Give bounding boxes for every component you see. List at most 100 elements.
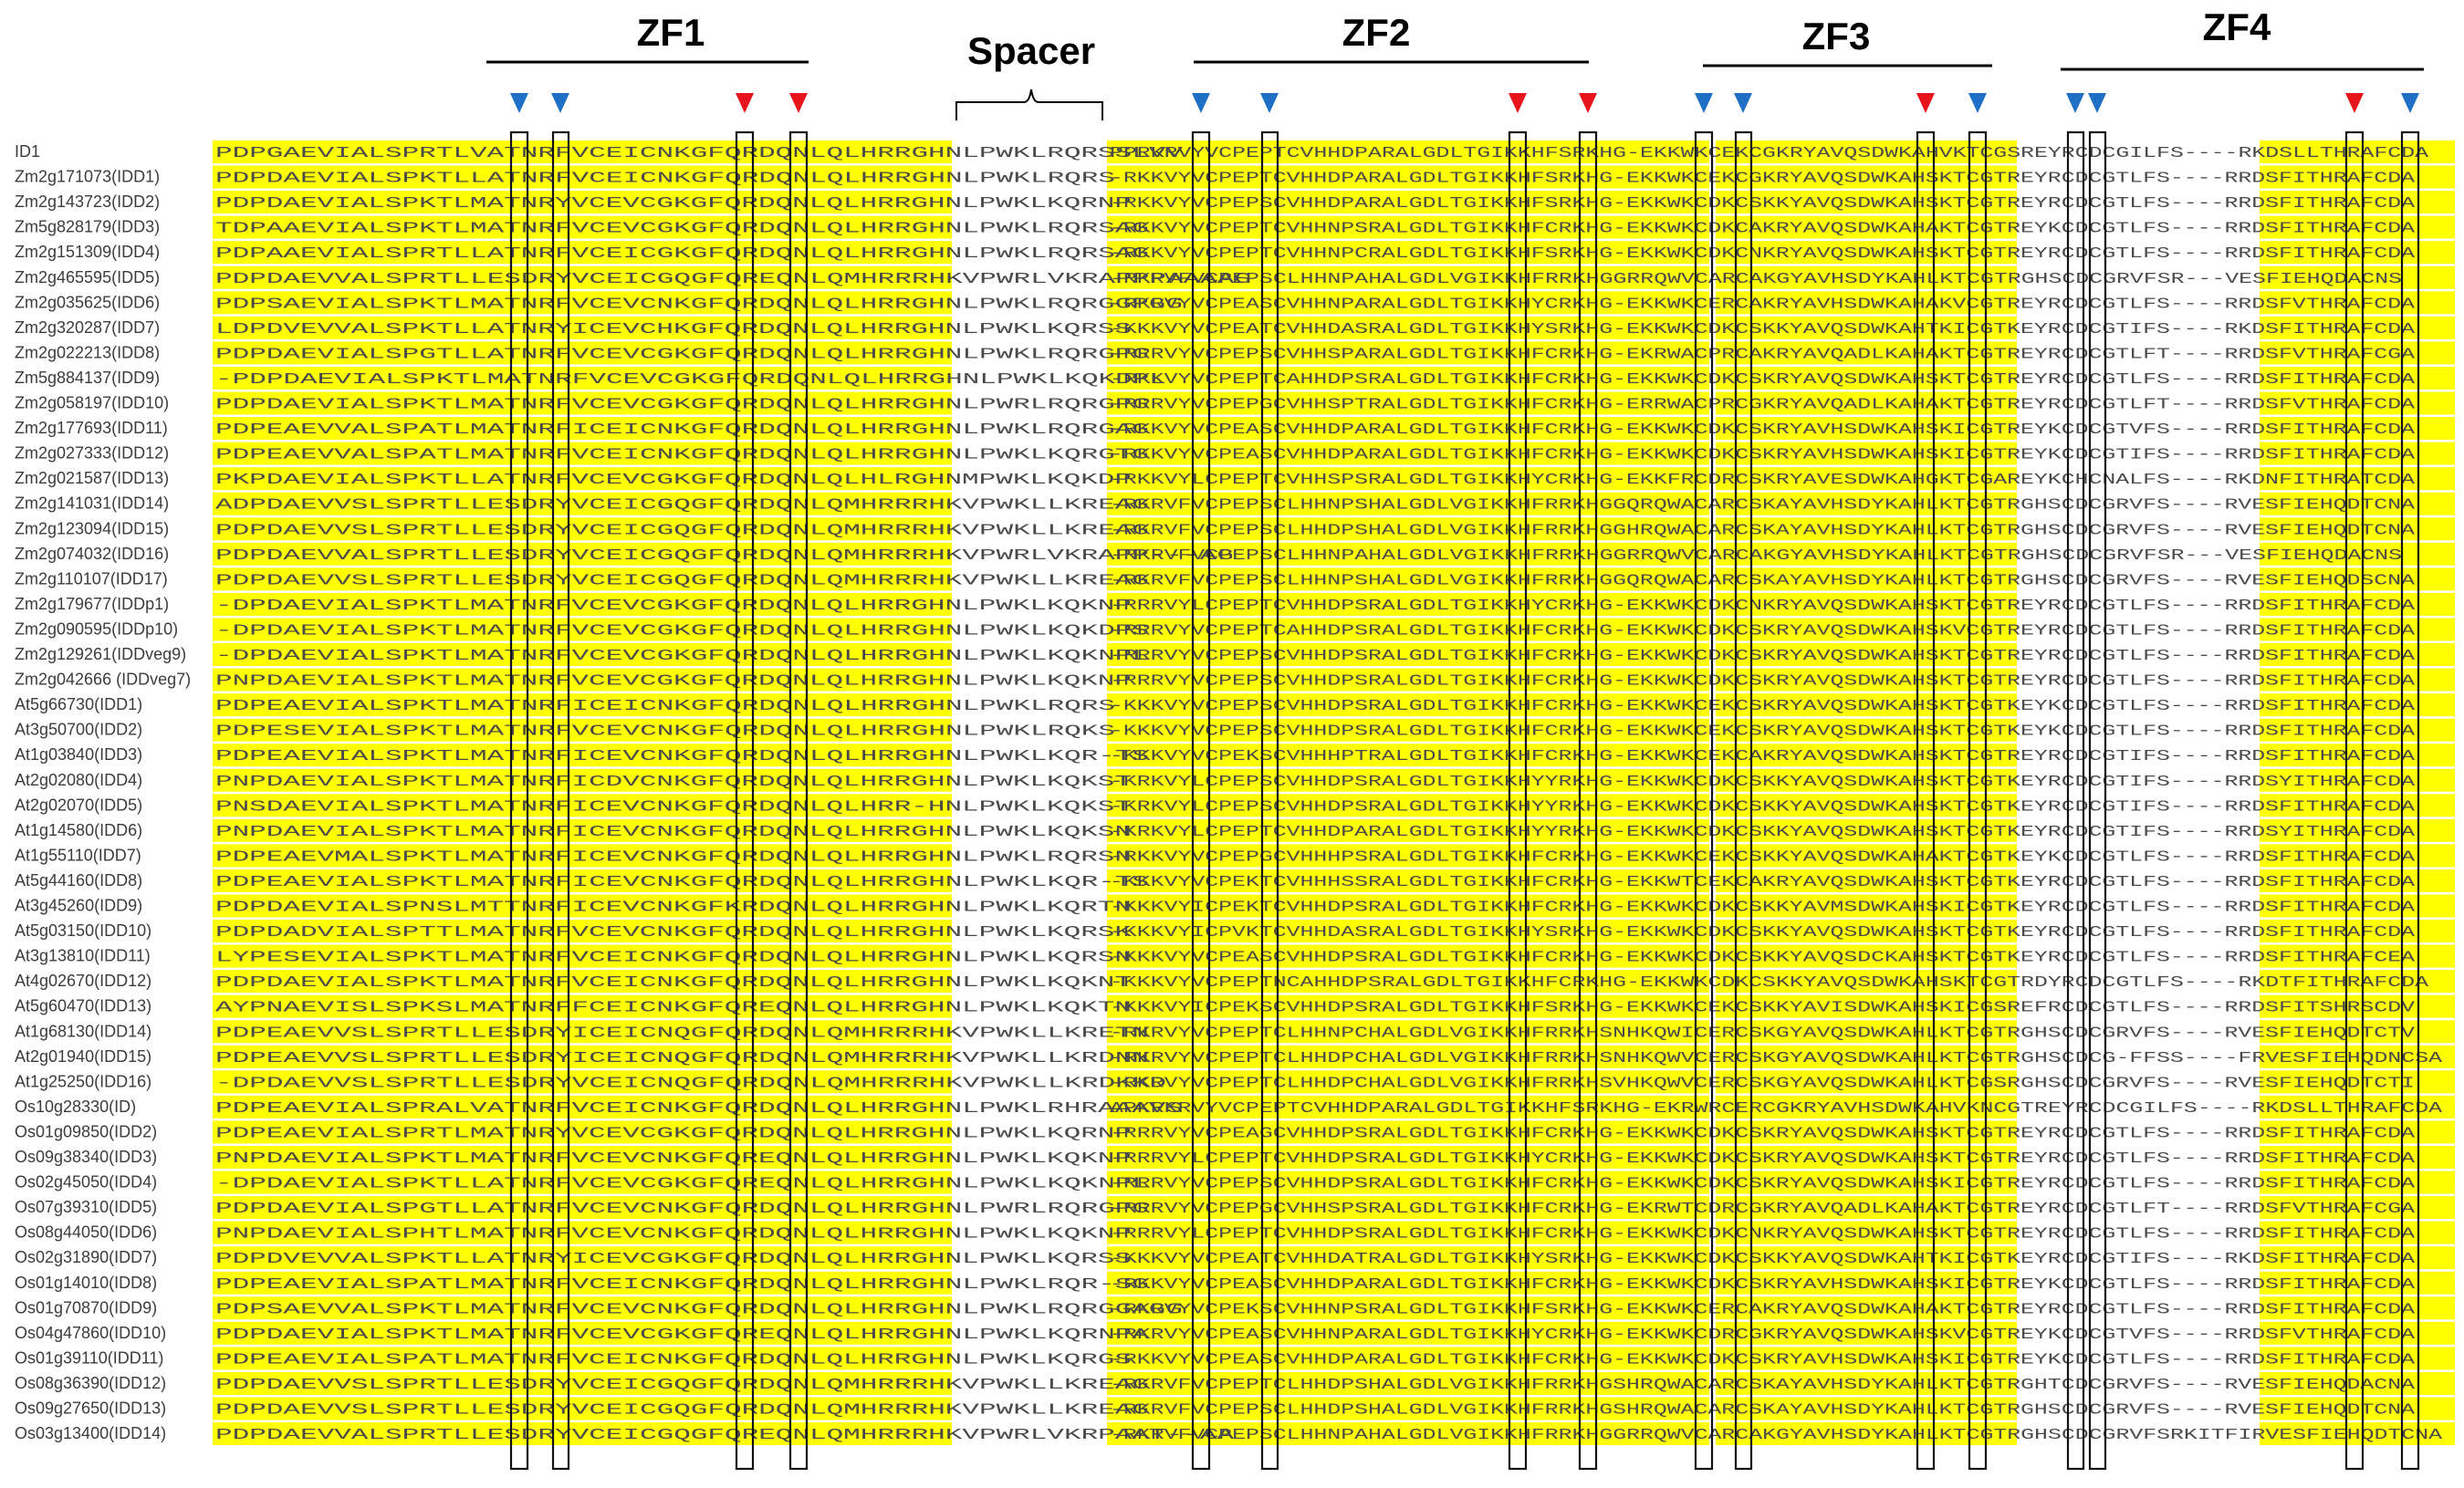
highlight-block bbox=[1107, 1422, 1709, 1446]
sequence-segment-2: -KRKVYLCPEPTCVHHDPARALGDLTGIKKHYYRKHG-EK… bbox=[1110, 824, 2416, 841]
sequence-segment-1: PDPEAEVVALSPATLMATNRFVCEICNKGFQRDQNLQLHR… bbox=[215, 447, 1149, 464]
sequence-id: Os08g36390(IDD12) bbox=[15, 1374, 166, 1392]
highlight-block bbox=[1716, 265, 2017, 289]
highlight-block bbox=[1107, 1070, 1709, 1094]
highlight-block bbox=[1107, 668, 1709, 692]
sequence-segment-2: -RRRVYVCPEPSCVHHDPSRALGDLTGIKKHFCRKHG-EK… bbox=[1110, 1176, 2416, 1193]
highlight-block bbox=[213, 944, 952, 968]
sequence-segment-1: PKPDAEVIALSPKTLLATNRFVCEVCGKGFQRDQNLQLHL… bbox=[215, 472, 1132, 489]
sequence-segment-1: PDPEAEVIALSPATLMATNRFVCEICNKGFQRDQNLQLHR… bbox=[215, 1276, 1149, 1294]
highlight-block bbox=[1107, 567, 1709, 591]
sequence-id: Os01g70870(IDD9) bbox=[15, 1298, 157, 1316]
highlight-block bbox=[2260, 869, 2455, 892]
highlight-block bbox=[213, 1095, 952, 1119]
sequence-segment-2: -RKRVYVCPEASCVHHNPARALGDLTGIKKHYCRKHG-EK… bbox=[1110, 296, 2416, 313]
highlight-block bbox=[1107, 1397, 1709, 1420]
sequence-id: Zm2g171073(IDD1) bbox=[15, 168, 160, 186]
sequence-segment-1: PDPDAEVVALSPRTLLESDRYVCEICGQGFQREQNLQMHR… bbox=[215, 271, 1251, 288]
highlight-block bbox=[2260, 316, 2455, 339]
highlight-block bbox=[1107, 768, 1709, 792]
highlight-block bbox=[1107, 291, 1709, 315]
highlight-block bbox=[213, 668, 952, 692]
highlight-block bbox=[213, 391, 952, 415]
highlight-block bbox=[213, 265, 952, 289]
sequence-id: Zm2g151309(IDD4) bbox=[15, 243, 160, 261]
highlight-block bbox=[1716, 316, 2017, 339]
highlight-block bbox=[1107, 1221, 1709, 1244]
highlight-block bbox=[1716, 492, 2017, 515]
sequence-segment-2: -RRRVYVCPEPGCVHHSPSRALGDLTGIKKHFCRKHG-EK… bbox=[1110, 1201, 2416, 1218]
sequence-id: Os09g27650(IDD13) bbox=[15, 1400, 166, 1418]
sequence-id: At1g55110(IDD7) bbox=[15, 846, 141, 864]
region-headers: ZF1 ZF2 ZF3 ZF4 Spacer bbox=[486, 5, 2424, 120]
box-zf3-c2 bbox=[1734, 130, 1753, 1471]
highlight-block bbox=[1716, 241, 2017, 265]
sequence-id: Os10g28330(ID) bbox=[15, 1098, 136, 1116]
highlight-block bbox=[213, 517, 952, 541]
sequence-segment-1: -DPDAEVIALSPKTLMATNRFVCEVCGKGFQRDQNLQLHR… bbox=[215, 622, 1149, 640]
sequence-segment-2: -KKKVYVCPEKTCVHHHSSRALGDLTGIKKHFCRKHG-EK… bbox=[1110, 874, 2416, 891]
highlight-block bbox=[213, 191, 952, 214]
sequence-segment-1: -DPDAEVVSLSPRTLLESDRYVCEICNQGFQRDQNLQMHR… bbox=[215, 1075, 1166, 1092]
highlight-block bbox=[2260, 1246, 2455, 1270]
sequence-id: Zm5g884137(IDD9) bbox=[15, 369, 160, 387]
highlight-block bbox=[213, 291, 952, 315]
sequence-segment-1: PDPDAEVIALSPKTLMATNRFVCEVCGKGFQRDQNLQLHR… bbox=[215, 397, 1149, 414]
red-marker-icon bbox=[2345, 93, 2364, 113]
highlight-block bbox=[1107, 1095, 1709, 1119]
sequence-segment-2: -KKKVYVCPEPSCVHHDPSRALGDLTGIKKHFCRKHG-EK… bbox=[1110, 698, 2416, 715]
highlight-block bbox=[1107, 165, 1709, 189]
sequence-segment-1: PDPEAEVVSLSPRTLLESDRYICEICNQGFQRDQNLQMHR… bbox=[215, 1050, 1149, 1067]
highlight-block bbox=[2260, 1146, 2455, 1169]
sequence-id: Os08g44050(IDD6) bbox=[15, 1223, 157, 1242]
region-label-zf3: ZF3 bbox=[1802, 15, 1871, 57]
sequence-segment-2: -RKRVFVCPEPTCLHHDPSHALGDLVGIKKHFRRKHGSHR… bbox=[1110, 1377, 2416, 1394]
highlight-block bbox=[1716, 994, 2017, 1018]
sequence-id: At2g01940(IDD15) bbox=[15, 1047, 151, 1066]
highlight-block bbox=[1107, 1120, 1709, 1144]
sequence-id: At5g03150(IDD10) bbox=[15, 921, 151, 940]
highlight-block bbox=[1716, 894, 2017, 918]
sequence-id: At2g02070(IDD5) bbox=[15, 796, 142, 814]
highlight-block bbox=[2260, 844, 2455, 868]
highlight-block bbox=[2260, 191, 2455, 214]
highlight-block bbox=[1716, 1196, 2017, 1220]
sequence-segment-1: PDPDAEVIALSPGTLLATNRFVCEVCNKGFQRDQNLQLHR… bbox=[215, 1201, 1149, 1218]
sequence-segment-1: PNPDAEVIALSPKTLMATNRFVCEVCNKGFQREQNLQLHR… bbox=[215, 1150, 1132, 1168]
blue-marker-icon bbox=[1260, 93, 1279, 113]
sequence-segment-2: -KKKVYVCPEKSCVHHHPTRALGDLTGIKKHFCRKHG-EK… bbox=[1110, 748, 2416, 765]
highlight-block bbox=[213, 744, 952, 767]
sequence-segment-1: PDPDAEVVSLSPRTLLESDRYVCEICGQGFQRDQNLQMHR… bbox=[215, 1377, 1149, 1394]
sequence-segment-1: PDPAAEVIALSPRTLLATNRFVCEICGKGFQRDQNLQLHR… bbox=[215, 245, 1149, 263]
highlight-block bbox=[1716, 215, 2017, 239]
sequence-id: At1g03840(IDD3) bbox=[15, 745, 142, 764]
sequence-segment-2: -RRRVYLCPEPTCVHHDPSRALGDLTGIKKHYCRKHG-EK… bbox=[1110, 1150, 2416, 1168]
sequence-id: Zm2g027333(IDD12) bbox=[15, 444, 169, 463]
box-zf3-c3 bbox=[1968, 130, 1988, 1471]
highlight-block bbox=[1107, 643, 1709, 666]
highlight-block bbox=[213, 794, 952, 817]
sequence-id: ID1 bbox=[15, 142, 40, 161]
highlight-block bbox=[2260, 693, 2455, 717]
sequence-segment-1: PDPEAEVIALSPRALVATNRFVCEICNKGFQRDQNLQLHR… bbox=[215, 1100, 1183, 1118]
sequence-segment-1: PNPDAEVIALSPKTLMATNRFICEVCNKGFQRDQNLQLHR… bbox=[215, 824, 1132, 841]
highlight-block bbox=[213, 316, 952, 339]
highlight-block bbox=[2260, 165, 2455, 189]
highlight-block bbox=[2260, 492, 2455, 515]
highlight-block bbox=[2260, 744, 2455, 767]
highlight-block bbox=[2260, 215, 2455, 239]
highlight-block bbox=[213, 718, 952, 742]
box-zf4-h1 bbox=[2344, 130, 2365, 1471]
highlight-block bbox=[1716, 1146, 2017, 1169]
highlight-block bbox=[2260, 417, 2455, 441]
sequence-id: Zm2g177693(IDD11) bbox=[15, 419, 168, 437]
highlight-block bbox=[2260, 643, 2455, 666]
red-marker-icon bbox=[1579, 93, 1597, 113]
highlight-block bbox=[1716, 618, 2017, 641]
highlight-block bbox=[2260, 1070, 2455, 1094]
highlight-block bbox=[2260, 1296, 2455, 1320]
highlight-block bbox=[1107, 970, 1709, 994]
sequence-segment-1: PNSDAEVIALSPKTLMATNRFICEVCNKGFQRDQNLQLHR… bbox=[215, 798, 1132, 816]
sequence-segment-2: -RKKVYVCPEASCVHHDPARALGDLTGIKKHFCRKHG-EK… bbox=[1110, 1351, 2416, 1368]
highlight-block bbox=[2260, 442, 2455, 465]
